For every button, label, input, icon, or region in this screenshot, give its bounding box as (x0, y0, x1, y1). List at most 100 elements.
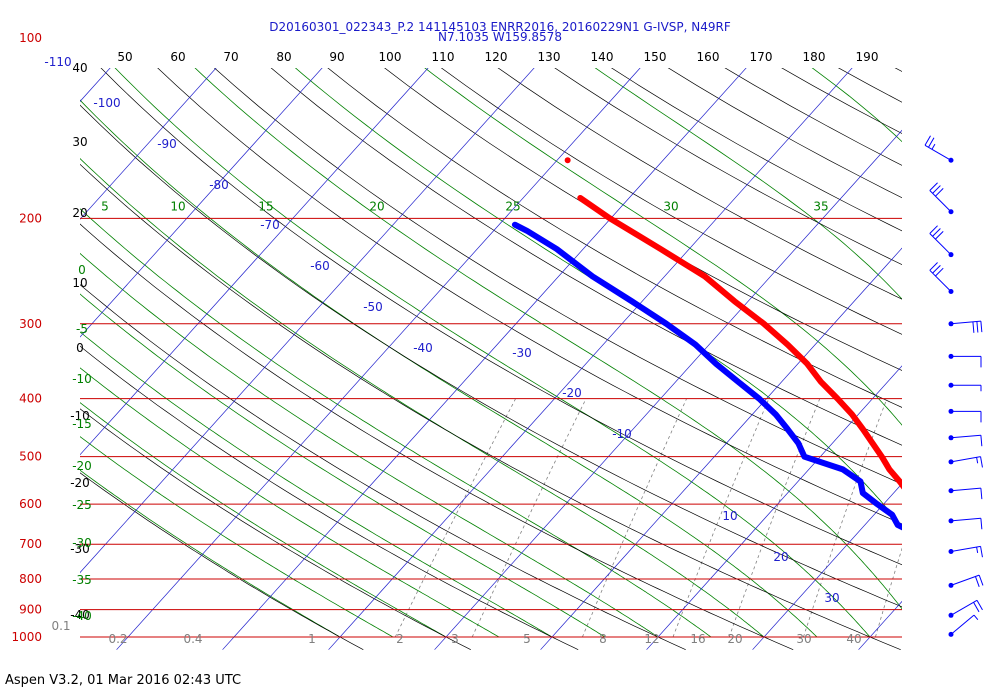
wind-barb-dot (948, 382, 954, 388)
wind-barbs (924, 135, 984, 637)
top-temp-label: 50 (117, 50, 132, 64)
wind-barb (948, 599, 983, 618)
mixing-ratio-line (875, 547, 902, 638)
wind-barb-staff (929, 190, 952, 213)
wind-barb-dot (948, 518, 954, 524)
mixing-ratio-line (988, 399, 1000, 637)
moist-adiabat (80, 157, 765, 638)
dry-adiabat (80, 345, 579, 651)
isotherm-label: -100 (93, 96, 120, 110)
wind-barb-flag (980, 488, 983, 500)
top-temp-label: 80 (276, 50, 291, 64)
wind-barb (929, 262, 954, 295)
wind-barb-flag (929, 182, 938, 191)
wind-barb-dot (948, 612, 954, 618)
wind-barb-staff (924, 144, 952, 161)
dry-adiabat (80, 104, 902, 608)
mixing-ratio-label: 20 (727, 632, 742, 646)
wind-barb-staff (950, 434, 981, 439)
wind-barb-flag (935, 188, 944, 197)
top-temp-label: 120 (485, 50, 508, 64)
pressure-tick-label: 300 (19, 317, 42, 331)
dry-adiabat-label: -20 (70, 476, 90, 490)
mixing-ratio-label: 40 (846, 632, 861, 646)
dry-adiabat (951, 38, 1000, 650)
wind-barb-flag (980, 546, 983, 558)
wind-barb-staff (950, 574, 980, 586)
dry-adiabat (837, 68, 902, 103)
moist-adiabat (80, 331, 553, 638)
moist-left-label: -10 (72, 372, 92, 386)
wind-barb-dot (948, 252, 954, 258)
wind-barb-flag (924, 135, 931, 146)
dry-adiabat (896, 38, 1000, 650)
moist-adiabat-label: 30 (663, 199, 678, 213)
top-temp-label: 100 (379, 50, 402, 64)
wind-barb-staff (950, 320, 981, 325)
dry-adiabat (157, 68, 902, 525)
moist-adiabat (80, 436, 394, 638)
dry-adiabat-label: 0 (76, 341, 84, 355)
moist-adiabat (80, 293, 606, 638)
pressure-tick-label: 700 (19, 537, 42, 551)
moist-left-label: -40 (72, 609, 92, 623)
moist-adiabat-label: 5 (101, 199, 109, 213)
dry-adiabat (724, 68, 902, 166)
wind-barb-dot (948, 289, 954, 295)
moist-adiabat (80, 99, 818, 638)
top-temp-label: 190 (856, 50, 879, 64)
dry-adiabat (80, 284, 686, 651)
pressure-tick-label: 200 (19, 211, 42, 225)
mixing-ratio-line (672, 398, 770, 638)
wind-barb-flag (980, 435, 983, 447)
isotherm (540, 247, 902, 650)
wind-barb (924, 135, 954, 163)
moist-adiabat (114, 68, 871, 638)
wind-barb-staff (929, 233, 952, 256)
dry-adiabat-label: -10 (70, 409, 90, 423)
dry-adiabat (497, 68, 902, 300)
moist-adiabat (424, 68, 902, 426)
top-temp-label: 160 (697, 50, 720, 64)
dry-adiabat (80, 408, 471, 651)
wind-barb-flag (929, 262, 938, 271)
moist-adiabat (811, 68, 902, 143)
moist-left-label: -35 (72, 573, 92, 587)
top-temp-label: 140 (591, 50, 614, 64)
wind-barb-flag (972, 321, 975, 333)
mixing-ratio-line (471, 398, 587, 638)
dry-adiabat (80, 163, 901, 651)
wind-barb-half-flag (931, 143, 936, 150)
wind-barb (948, 517, 983, 530)
wind-barb-dot (948, 209, 954, 215)
wind-barb (929, 182, 954, 215)
wind-barb-flag (935, 267, 944, 277)
isotherm-label: 10 (722, 509, 737, 523)
isotherm-label: -80 (209, 178, 229, 192)
wind-barb-flag (980, 518, 983, 530)
mixing-ratio-label: 5 (523, 632, 531, 646)
top-temp-label: 110 (432, 50, 455, 64)
moist-adiabat (294, 68, 902, 528)
top-temp-label: 70 (223, 50, 238, 64)
mixing-ratio-line (803, 398, 888, 638)
footer-text: Aspen V3.2, 01 Mar 2016 02:43 UTC (5, 673, 242, 688)
wind-barb (948, 574, 984, 588)
moist-adiabat-label: 25 (505, 199, 520, 213)
isotherm (80, 68, 535, 574)
moist-adiabat (80, 402, 447, 638)
isotherm (858, 600, 902, 650)
mixing-ratio-label: 16 (690, 632, 705, 646)
wind-barb-flag (928, 137, 935, 148)
wind-barb-staff (950, 599, 978, 616)
corner-label: -110 (44, 55, 71, 69)
pressure-tick-label: 500 (19, 450, 42, 464)
moist-left-label: -25 (72, 498, 92, 512)
mixing-ratio-line (728, 398, 821, 638)
dry-adiabat-label: -40 (70, 608, 90, 622)
wind-barb (948, 545, 983, 558)
moist-adiabat-label: 15 (258, 199, 273, 213)
dry-adiabat-label: 20 (72, 206, 87, 220)
dry-adiabat (100, 68, 902, 566)
